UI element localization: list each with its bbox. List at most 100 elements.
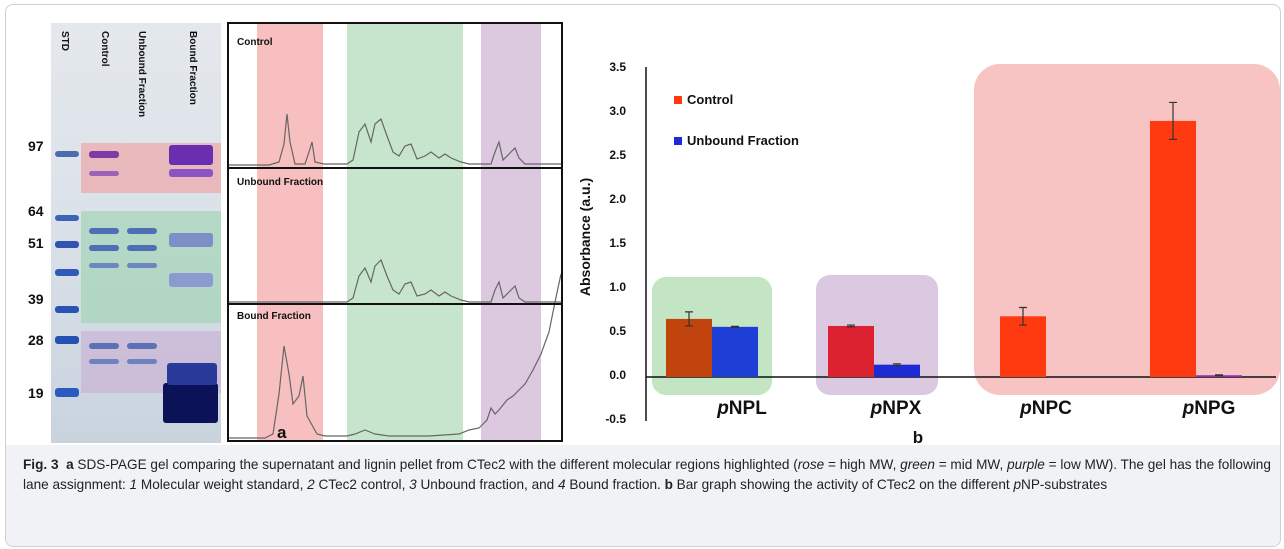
figure-frame: STD Control Unbound Fraction Bound Fract…	[5, 4, 1281, 547]
caption-text: CTec2 control,	[314, 476, 410, 492]
mid-mw-shading	[347, 24, 463, 440]
mw-label-64: 64	[28, 203, 44, 219]
category-label-pnpx: pNPX	[870, 398, 922, 419]
bar-unbound-pnpx	[874, 364, 920, 377]
panel-letter-a: a	[277, 423, 287, 442]
unbound-trace	[229, 258, 561, 303]
legend-label-unbound: Unbound Fraction	[687, 133, 799, 148]
pnpc-pnpg-highlight	[974, 64, 1280, 395]
control-band	[89, 245, 119, 251]
unbound-band	[127, 263, 157, 268]
ladder-band	[55, 336, 79, 344]
y-tick-label: 3.5	[609, 60, 626, 74]
ladder-band	[55, 151, 79, 157]
bound-band	[169, 233, 213, 247]
bar-unbound-pnpl	[712, 326, 758, 377]
caption-text: Bar graph showing the activity of CTec2 …	[672, 476, 1014, 492]
densitometry-panel: Control Unbound Fraction Bound Fraction	[227, 22, 563, 442]
y-tick-label: 3.0	[609, 104, 626, 118]
caption-num: 2	[307, 476, 315, 492]
absorbance-bar-chart: 3.5 3.0 2.5 2.0 1.5 1.0 0.5 0.0 -0.5 Abs…	[577, 60, 1280, 447]
unbound-band	[127, 343, 157, 349]
caption-text: = low MW). The gel has the following lan…	[23, 457, 1271, 492]
control-band	[89, 228, 119, 234]
figure-caption: Fig. 3 a SDS-PAGE gel comparing the supe…	[23, 455, 1273, 494]
caption-text: Molecular weight standard,	[137, 476, 308, 492]
caption-text: NP-substrates	[1021, 476, 1108, 492]
caption-green: green	[900, 457, 935, 472]
mw-label-39: 39	[28, 291, 44, 307]
bar-control-pnpl	[666, 318, 712, 377]
legend-swatch-unbound	[674, 137, 682, 145]
error-bar-unbound-pnpx	[893, 363, 901, 367]
control-band	[89, 263, 119, 268]
trace-title-control: Control	[237, 37, 273, 48]
bound-band	[167, 363, 217, 385]
category-label-pnpg: pNPG	[1182, 398, 1236, 419]
panel-letter-b: b	[913, 428, 923, 447]
error-bar-control-pnpl	[685, 311, 693, 327]
ladder-band	[55, 306, 79, 313]
category-label-pnpc: pNPC	[1019, 398, 1072, 419]
unbound-band	[127, 245, 157, 251]
control-band	[89, 343, 119, 349]
ladder-band	[55, 241, 79, 248]
control-band	[89, 171, 119, 176]
caption-num: 1	[129, 476, 138, 492]
trace-title-unbound: Unbound Fraction	[237, 177, 324, 188]
bar-control-pnpg	[1150, 120, 1196, 378]
caption-text: = mid MW,	[934, 457, 1008, 472]
ladder-band	[55, 388, 79, 397]
error-bar-unbound-pnpg	[1215, 374, 1223, 377]
mw-label-19: 19	[28, 385, 44, 401]
high-mw-shading	[257, 24, 323, 440]
unbound-band	[127, 359, 157, 364]
lane-label-std: STD	[59, 31, 70, 51]
densitometry-traces	[229, 24, 561, 440]
caption-text: = high MW,	[824, 457, 901, 472]
caption-part-a: a	[66, 457, 74, 472]
mw-label-51: 51	[28, 235, 44, 251]
y-tick-label: 0.0	[609, 368, 626, 382]
bars-group	[666, 101, 1242, 378]
y-tick-label: -0.5	[605, 412, 626, 426]
caption-part-b: b	[664, 476, 673, 492]
error-bar-unbound-pnpl	[731, 325, 739, 328]
bound-band	[169, 169, 213, 177]
y-axis-label: Absorbance (a.u.)	[577, 178, 593, 296]
y-tick-label: 2.0	[609, 192, 626, 206]
control-band	[89, 359, 119, 364]
caption-p: p	[1013, 476, 1022, 492]
mw-label-28: 28	[28, 332, 44, 348]
y-tick-label: 1.5	[609, 236, 626, 250]
bar-control-pnpc	[1000, 316, 1046, 377]
ladder-band	[55, 269, 79, 276]
unbound-band	[127, 228, 157, 234]
trace-title-bound: Bound Fraction	[237, 311, 311, 322]
caption-fig-label: Fig. 3	[23, 457, 59, 472]
caption-text: SDS-PAGE gel comparing the supernatant a…	[73, 457, 798, 472]
bound-band	[169, 273, 213, 287]
error-bar-control-pnpg	[1169, 101, 1177, 140]
y-tick-label: 2.5	[609, 148, 626, 162]
lane-label-bound: Bound Fraction	[187, 31, 198, 105]
caption-num: 3	[409, 476, 417, 492]
category-label-pnpl: pNPL	[716, 398, 767, 419]
bound-band	[163, 383, 218, 423]
bound-trace	[229, 273, 561, 439]
caption-background	[6, 445, 1280, 546]
sds-page-gel: STD Control Unbound Fraction Bound Fract…	[51, 23, 221, 443]
caption-text: Unbound fraction, and	[416, 476, 559, 492]
y-tick-label: 0.5	[609, 324, 626, 338]
bound-band	[169, 145, 213, 165]
legend-label-control: Control	[687, 92, 733, 107]
caption-purple: purple	[1007, 457, 1045, 472]
lane-label-control: Control	[99, 31, 110, 67]
bar-control-pnpx	[828, 325, 874, 377]
lane-label-unbound: Unbound Fraction	[136, 31, 147, 118]
low-mw-shading	[481, 24, 541, 440]
y-tick-label: 1.0	[609, 280, 626, 294]
caption-text: Bound fraction.	[565, 476, 665, 492]
error-bar-control-pnpc	[1019, 306, 1027, 326]
legend-swatch-control	[674, 96, 682, 104]
